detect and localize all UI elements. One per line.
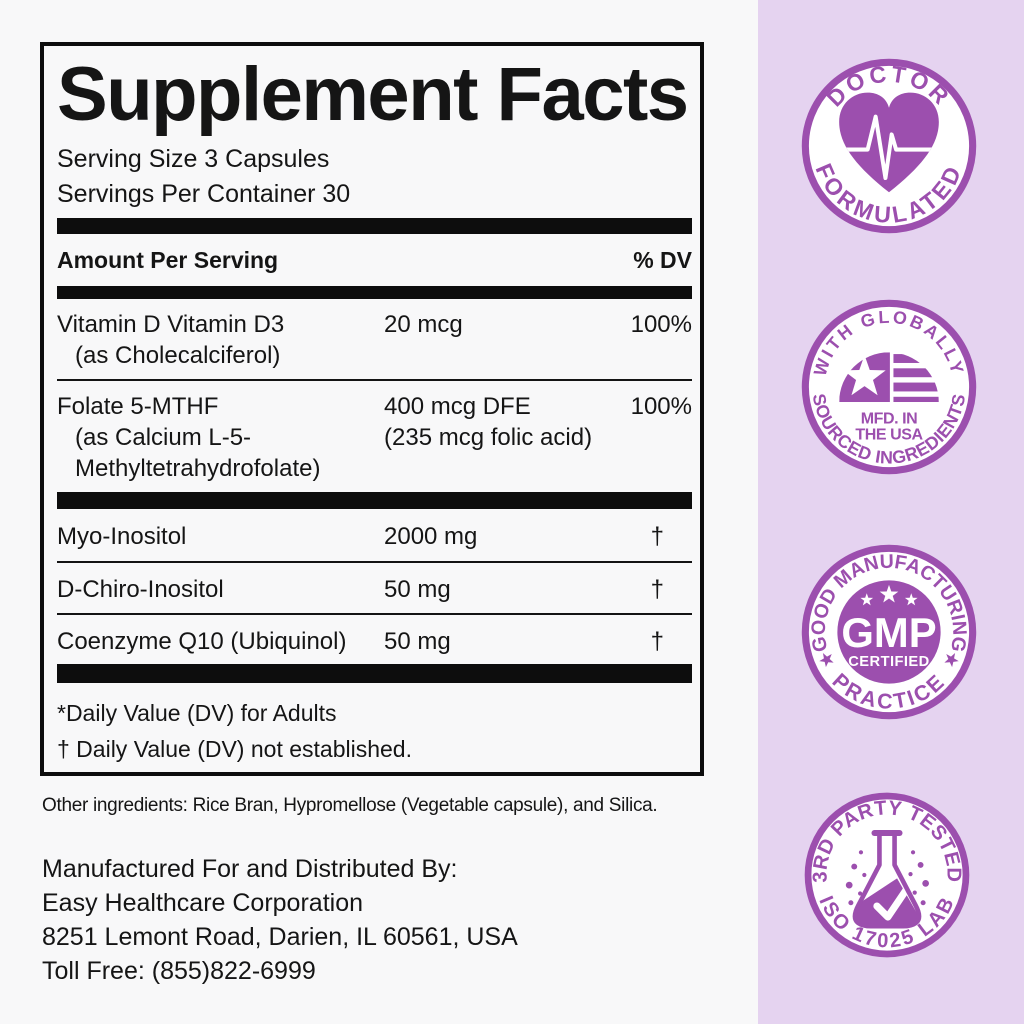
lab-flask-icon	[845, 830, 929, 929]
ingredient-dv: †	[650, 576, 664, 603]
ingredient-name: D-Chiro-Inositol	[57, 576, 224, 603]
ingredient-dv: †	[650, 523, 664, 550]
panel-title: Supplement Facts	[57, 52, 689, 137]
ingredient-name: Coenzyme Q10 (Ubiquinol)	[57, 628, 347, 655]
servings-per-container: Servings Per Container 30	[57, 180, 351, 208]
footnotes: *Daily Value (DV) for Adults † Daily Val…	[57, 683, 692, 767]
footnote-dv-adults: *Daily Value (DV) for Adults	[57, 700, 337, 726]
separator-bar	[57, 286, 692, 299]
ingredient-amount: 2000 mg	[384, 523, 478, 550]
ingredient-amount: 20 mcg	[384, 311, 463, 338]
row-divider	[57, 613, 692, 615]
separator-bar	[57, 492, 692, 509]
ingredient-row-vitamin-d: Vitamin D Vitamin D3 (as Cholecalciferol…	[57, 299, 692, 379]
ingredient-amount: 50 mg	[384, 628, 451, 655]
badge-ring	[804, 792, 970, 958]
distributor-line3: 8251 Lemont Road, Darien, IL 60561, USA	[42, 923, 518, 951]
separator-bar	[57, 664, 692, 683]
ingredient-row-d-chiro-inositol: D-Chiro-Inositol 50 mg †	[57, 563, 692, 613]
serving-size: Serving Size 3 Capsules	[57, 145, 330, 173]
footnote-dv-not-established: † Daily Value (DV) not established.	[57, 736, 412, 762]
amount-per-serving-header: Amount Per Serving	[57, 247, 279, 273]
ingredient-amount: 400 mcg DFE (235 mcg folic acid)	[384, 393, 593, 451]
ingredient-dv: 100%	[630, 311, 692, 338]
badge-gmp-certified: GOOD MANUFACTURING GMP CERTIFIED PRACTIC…	[800, 543, 978, 721]
ingredient-dv: 100%	[630, 393, 692, 420]
ingredient-dv: †	[650, 628, 664, 655]
distributor-info: Manufactured For and Distributed By: Eas…	[42, 852, 518, 988]
separator-bar	[57, 218, 692, 234]
heart-pulse-icon	[839, 92, 939, 193]
ingredient-name: Myo-Inositol	[57, 523, 187, 550]
distributor-line2: Easy Healthcare Corporation	[42, 889, 363, 917]
ingredient-amount: 50 mg	[384, 576, 451, 603]
mfd-in-text: MFD. IN	[861, 409, 918, 427]
badge-globally-sourced: WITH GLOBALLY MFD. IN THE USA SOURCED IN…	[800, 298, 978, 476]
badge-3rd-party-tested: 3RD PARTY TESTED ISO 17025 LAB	[803, 791, 971, 959]
ingredient-name: Folate 5-MTHF (as Calcium L-5- Methyltet…	[57, 393, 321, 482]
ingredient-row-myo-inositol: Myo-Inositol 2000 mg †	[57, 509, 692, 561]
column-header: Amount Per Serving % DV	[57, 234, 692, 286]
gmp-seal-icon: GMP CERTIFIED	[837, 580, 941, 684]
gmp-text: GMP	[841, 609, 936, 656]
certified-text: CERTIFIED	[848, 654, 929, 670]
ingredient-name: Vitamin D Vitamin D3 (as Cholecalciferol…	[57, 311, 285, 369]
ingredient-row-folate: Folate 5-MTHF (as Calcium L-5- Methyltet…	[57, 381, 692, 492]
row-divider	[57, 379, 692, 381]
badge-doctor-formulated: DOCTOR FORMULATED	[800, 57, 978, 235]
supplement-facts-panel: Supplement Facts Serving Size 3 Capsules…	[40, 42, 704, 776]
other-ingredients: Other ingredients: Rice Bran, Hypromello…	[42, 795, 658, 816]
distributor-line4: Toll Free: (855)822-6999	[42, 957, 316, 985]
row-divider	[57, 561, 692, 563]
distributor-line1: Manufactured For and Distributed By:	[42, 855, 458, 883]
bubble-dots	[845, 850, 929, 906]
dv-header: % DV	[633, 247, 692, 273]
ingredient-row-coq10: Coenzyme Q10 (Ubiquinol) 50 mg †	[57, 615, 692, 664]
the-usa-text: THE USA	[855, 426, 923, 444]
